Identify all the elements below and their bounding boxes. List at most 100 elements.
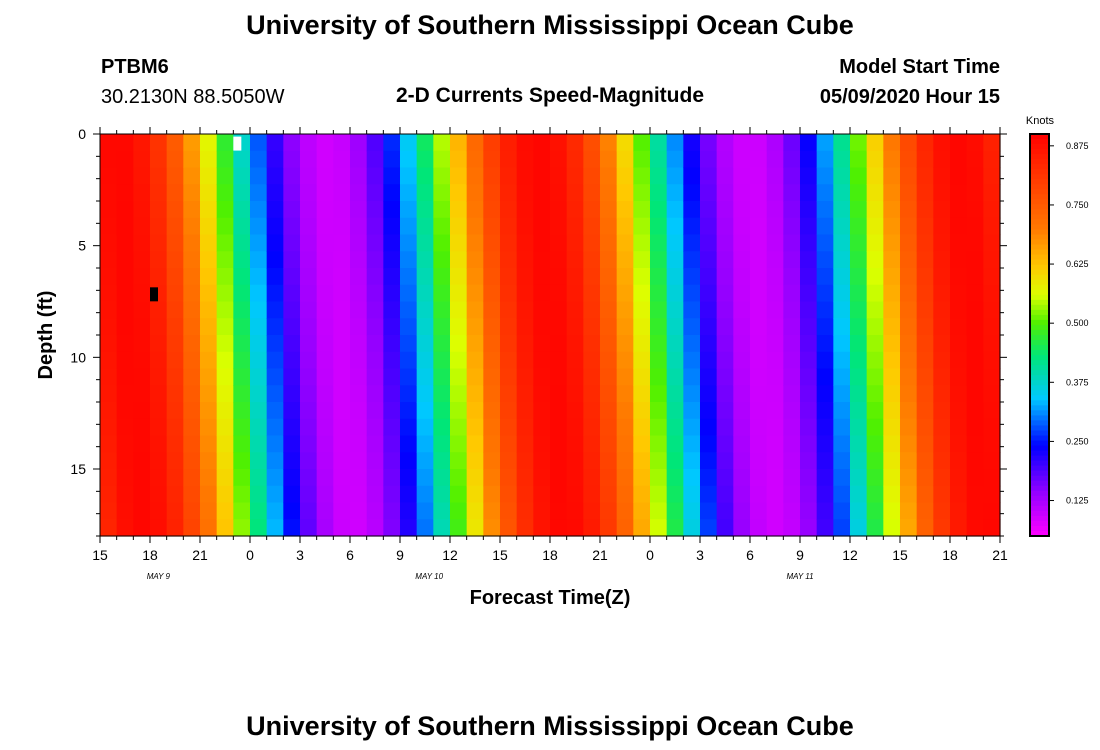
heatmap-cell <box>983 469 1001 487</box>
heatmap-cell <box>750 234 768 252</box>
heatmap-cell <box>666 201 684 219</box>
heatmap-cell <box>116 418 134 437</box>
x-tick-label: 12 <box>842 547 858 563</box>
heatmap-cell <box>650 485 668 504</box>
heatmap-cell <box>466 418 484 437</box>
heatmap-cell <box>800 167 818 185</box>
heatmap-cell <box>566 268 584 286</box>
colorbar-swatch <box>1030 219 1049 226</box>
heatmap-cell <box>483 452 501 470</box>
heatmap-cell <box>983 134 1001 152</box>
heatmap-cell <box>183 452 201 470</box>
heatmap-cell <box>400 217 418 236</box>
heatmap-cell <box>400 301 418 319</box>
heatmap-cell <box>266 234 284 252</box>
heatmap-cell <box>116 469 134 487</box>
heatmap-cell <box>250 184 268 202</box>
heatmap-cell <box>666 485 684 504</box>
heatmap-cell <box>350 385 368 403</box>
heatmap-cell <box>616 368 634 386</box>
colorbar-swatch <box>1030 520 1049 527</box>
model-start-value: 05/09/2020 Hour 15 <box>819 86 1000 108</box>
heatmap-cell <box>916 335 934 353</box>
heatmap-cell <box>750 485 768 504</box>
heatmap-cell <box>750 184 768 202</box>
heatmap-cell <box>233 368 251 386</box>
heatmap-cell <box>883 268 901 286</box>
heatmap-cell <box>333 469 351 487</box>
heatmap-cell <box>950 452 968 470</box>
heatmap-cell <box>600 519 618 537</box>
heatmap-cell <box>133 351 151 370</box>
x-tick-label: 18 <box>542 547 558 563</box>
heatmap-cell <box>950 502 968 520</box>
heatmap-cell <box>933 184 951 202</box>
heatmap-cell <box>300 335 318 353</box>
x-tick-label: 3 <box>296 547 304 563</box>
heatmap-cell <box>916 485 934 504</box>
heatmap-cell <box>950 150 968 169</box>
heatmap-cell <box>700 452 718 470</box>
heatmap-cell <box>833 268 851 286</box>
heatmap-cell <box>166 201 184 219</box>
heatmap-cell <box>116 251 134 269</box>
heatmap-cell <box>566 452 584 470</box>
heatmap-cell <box>933 268 951 286</box>
heatmap-cell <box>516 318 534 336</box>
heatmap-cell <box>650 201 668 219</box>
heatmap-cell <box>183 167 201 185</box>
heatmap-cell <box>100 234 118 252</box>
heatmap-cell <box>700 418 718 437</box>
heatmap-cell <box>250 251 268 269</box>
heatmap-cell <box>633 217 651 236</box>
heatmap-cell <box>450 385 468 403</box>
heatmap-cell <box>250 167 268 185</box>
heatmap-cell <box>516 201 534 219</box>
heatmap-cell <box>883 217 901 236</box>
heatmap-cell <box>100 351 118 370</box>
heatmap-cell <box>850 251 868 269</box>
heatmap-cell <box>550 519 568 537</box>
heatmap-cell <box>100 368 118 386</box>
heatmap-cell <box>700 167 718 185</box>
heatmap-cell <box>166 268 184 286</box>
heatmap-cell <box>800 284 818 303</box>
heatmap-cell <box>783 318 801 336</box>
heatmap-cell <box>183 418 201 437</box>
currents-heatmap-chart: 15 18 21 0 3 6 9 12 15 18 21 0 3 6 9 12 15 18 21 MAY 9 MAY 1… <box>35 115 1089 609</box>
heatmap-cell <box>216 402 234 420</box>
heatmap-cell <box>816 150 834 169</box>
heatmap-cell <box>983 368 1001 386</box>
heatmap-cell <box>200 184 218 202</box>
heatmap-cell <box>600 402 618 420</box>
heatmap-cell <box>383 402 401 420</box>
heatmap-cell <box>283 469 301 487</box>
heatmap-cell <box>466 469 484 487</box>
heatmap-cell <box>300 485 318 504</box>
heatmap-cell <box>616 385 634 403</box>
heatmap-cell <box>400 268 418 286</box>
heatmap-cell <box>150 435 168 453</box>
heatmap-cell <box>866 318 884 336</box>
heatmap-cell <box>833 469 851 487</box>
heatmap-cell <box>516 385 534 403</box>
x-tick-label: 9 <box>396 547 404 563</box>
heatmap-cell <box>383 435 401 453</box>
heatmap-cell <box>550 452 568 470</box>
heatmap-cell <box>966 167 984 185</box>
heatmap-cell <box>683 485 701 504</box>
heatmap-cell <box>716 402 734 420</box>
heatmap-cell <box>983 418 1001 437</box>
heatmap-cell <box>633 335 651 353</box>
heatmap-cell <box>966 184 984 202</box>
heatmap-cell <box>533 435 551 453</box>
heatmap-cell <box>216 284 234 303</box>
heatmap-cell <box>716 134 734 152</box>
heatmap-cell <box>983 150 1001 169</box>
colorbar-swatch <box>1030 264 1049 271</box>
heatmap-cell <box>433 201 451 219</box>
heatmap-cell <box>683 201 701 219</box>
heatmap-cell <box>200 167 218 185</box>
heatmap-cell <box>766 234 784 252</box>
heatmap-cell <box>183 284 201 303</box>
